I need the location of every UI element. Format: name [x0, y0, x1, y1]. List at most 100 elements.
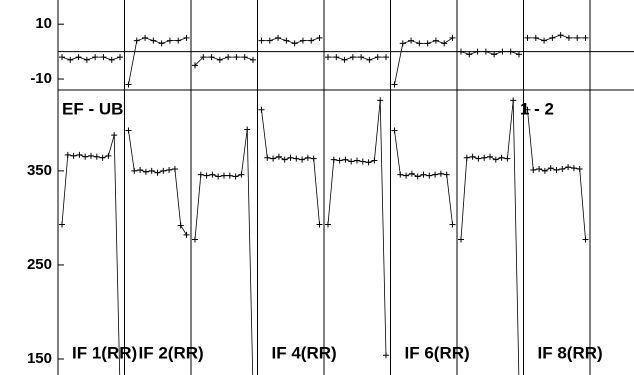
point	[516, 51, 522, 58]
point	[264, 154, 271, 161]
point	[183, 34, 190, 41]
point	[449, 221, 456, 228]
point	[408, 37, 415, 44]
point	[576, 166, 583, 173]
point	[399, 40, 406, 47]
point	[510, 97, 517, 104]
point	[99, 154, 106, 161]
point	[416, 40, 423, 47]
point	[359, 158, 366, 165]
point	[270, 155, 277, 162]
point	[82, 153, 89, 160]
point	[397, 171, 404, 178]
point	[432, 171, 439, 178]
y-tick-label: 10	[35, 15, 52, 32]
amp-line	[61, 135, 121, 375]
point	[524, 34, 531, 41]
point	[148, 167, 155, 174]
point	[310, 155, 317, 162]
point	[437, 170, 444, 177]
point	[88, 152, 94, 159]
point	[299, 156, 306, 163]
amp-line	[327, 100, 387, 356]
phase-plot	[59, 32, 589, 88]
point	[565, 34, 572, 41]
point	[408, 170, 415, 177]
point	[441, 40, 448, 47]
point	[391, 127, 398, 134]
point	[75, 54, 82, 61]
point	[209, 171, 216, 178]
point	[142, 34, 149, 41]
point	[154, 169, 161, 176]
point	[348, 158, 355, 165]
amp-line	[527, 109, 586, 240]
y-tick-label: 150	[27, 350, 52, 367]
point	[216, 56, 223, 63]
point	[574, 34, 581, 41]
panel-label: IF 1(RR)	[72, 343, 137, 362]
point	[383, 352, 389, 359]
point	[250, 56, 256, 63]
point	[287, 154, 294, 161]
point	[281, 156, 288, 163]
point	[100, 54, 107, 61]
point	[108, 56, 115, 63]
point	[507, 48, 514, 55]
point	[137, 166, 144, 173]
point	[192, 62, 198, 69]
point	[487, 153, 493, 160]
point	[171, 166, 178, 173]
point	[291, 40, 298, 47]
amp-line	[460, 100, 520, 375]
point	[342, 156, 349, 163]
point	[524, 106, 531, 113]
point	[208, 54, 215, 61]
point	[377, 97, 384, 104]
point	[366, 56, 373, 63]
y-tick-label: 350	[27, 162, 52, 179]
point	[553, 166, 560, 173]
point	[559, 166, 566, 173]
point	[582, 34, 589, 41]
point	[226, 172, 233, 179]
point	[200, 54, 207, 61]
point	[504, 155, 511, 162]
point	[532, 34, 539, 41]
point	[160, 167, 167, 174]
y-tick-label: 250	[27, 256, 52, 273]
point	[391, 81, 398, 88]
point	[166, 166, 173, 173]
point	[221, 172, 227, 179]
point	[158, 40, 165, 47]
point	[238, 171, 245, 178]
amp-line	[194, 129, 254, 375]
point	[466, 51, 473, 58]
point	[458, 48, 464, 55]
point	[333, 54, 340, 61]
point	[192, 236, 198, 243]
point	[570, 165, 577, 172]
point	[93, 153, 100, 160]
point	[474, 48, 481, 55]
point	[547, 165, 554, 172]
point	[175, 37, 182, 44]
point	[374, 54, 381, 61]
point	[365, 159, 372, 166]
point	[241, 54, 248, 61]
point	[299, 37, 306, 44]
point	[549, 34, 556, 41]
point	[308, 37, 315, 44]
point	[197, 171, 204, 178]
point	[432, 37, 439, 44]
phase-line	[128, 37, 187, 85]
point	[275, 153, 282, 160]
point	[83, 56, 90, 63]
point	[67, 56, 74, 63]
point	[133, 37, 140, 44]
point	[499, 48, 506, 55]
point	[469, 153, 476, 160]
point	[492, 156, 499, 163]
point	[316, 34, 323, 41]
baseline-label: EF - UB	[62, 99, 123, 118]
